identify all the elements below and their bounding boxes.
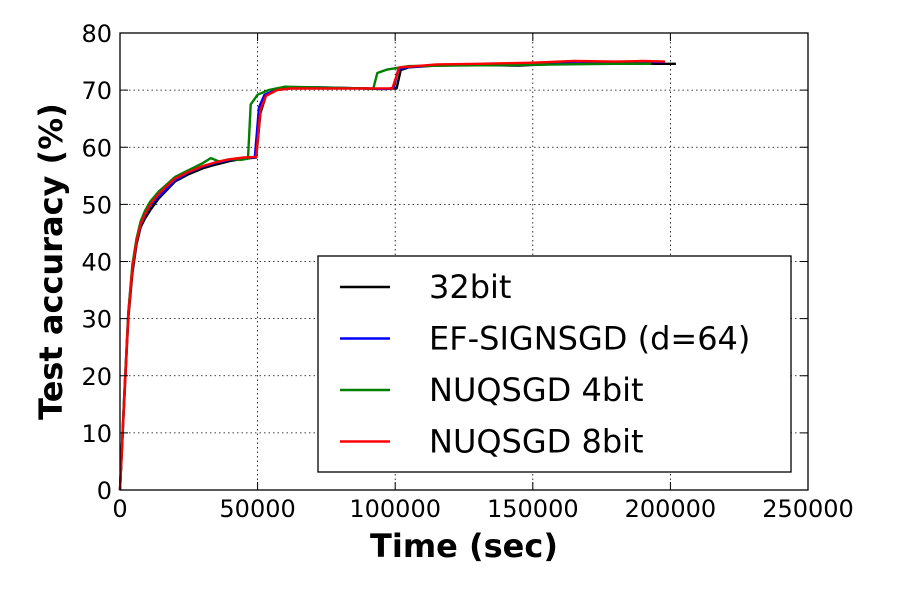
x-tick-label: 0 <box>112 495 127 523</box>
legend: 32bit EF-SIGNSGD (d=64) NUQSGD 4bit NUQSGD … <box>317 255 792 473</box>
x-tick-label: 250000 <box>762 495 854 523</box>
x-tick-label: 100000 <box>349 495 441 523</box>
x-axis-ticks: 0 50000 100000 150000 200000 250000 <box>112 33 854 523</box>
y-axis-ticks: 0 10 20 30 40 50 60 70 80 <box>81 20 808 505</box>
series-lines <box>118 59 676 491</box>
y-tick-label: 70 <box>81 77 112 105</box>
y-tick-label: 10 <box>81 420 112 448</box>
y-axis-title: Test accuracy (%) <box>32 103 70 420</box>
y-tick-label: 60 <box>81 134 112 162</box>
x-tick-label: 50000 <box>219 495 295 523</box>
legend-label: NUQSGD 4bit <box>429 371 644 409</box>
y-tick-label: 0 <box>97 477 112 505</box>
y-tick-label: 80 <box>81 20 112 48</box>
y-tick-label: 20 <box>81 363 112 391</box>
legend-label: EF-SIGNSGD (d=64) <box>429 320 750 358</box>
y-tick-label: 30 <box>81 306 112 334</box>
legend-box <box>317 255 792 473</box>
y-tick-label: 50 <box>81 191 112 219</box>
y-tick-label: 40 <box>81 249 112 277</box>
x-tick-label: 150000 <box>487 495 579 523</box>
legend-label: NUQSGD 8bit <box>429 423 644 461</box>
legend-label: 32bit <box>429 268 511 306</box>
series-line-3 <box>118 59 665 491</box>
x-axis-title: Time (sec) <box>370 527 558 565</box>
x-tick-label: 200000 <box>625 495 717 523</box>
